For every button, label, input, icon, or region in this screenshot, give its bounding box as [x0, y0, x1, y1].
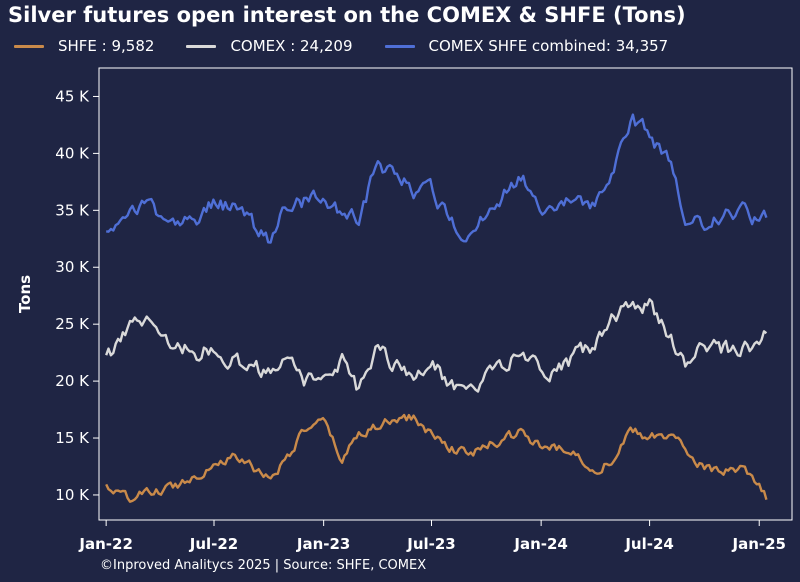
x-axis: Jan-22 Jul-22 Jan-23 Jul-23 Jan-24 Jul-24 Jan-…	[78, 520, 786, 553]
y-tick-label: 30 K	[55, 258, 90, 276]
legend-swatch-comex	[186, 44, 217, 48]
chart-title: Silver futures open interest on the COME…	[8, 3, 686, 27]
legend: SHFE : 9,582 COMEX : 24,209 COMEX SHFE c…	[14, 36, 700, 56]
legend-item-comex: COMEX : 24,209	[186, 37, 353, 55]
y-tick-label: 10 K	[55, 486, 90, 504]
x-tick-label: Jan-25	[731, 535, 785, 553]
y-tick-label: 35 K	[55, 201, 90, 219]
y-axis: 10 K 15 K 20 K 25 K 30 K 35 K 40 K 45 K	[55, 87, 99, 504]
y-axis-label: Tons	[16, 275, 34, 313]
legend-item-combined: COMEX SHFE combined: 34,357	[384, 37, 669, 55]
x-tick-label: Jul-24	[624, 535, 674, 553]
y-tick-label: 25 K	[55, 315, 90, 333]
legend-swatch-shfe	[14, 44, 44, 48]
y-tick-label: 45 K	[55, 87, 90, 105]
series-layer	[105, 113, 768, 503]
x-tick-label: Jul-22	[189, 535, 239, 553]
x-tick-label: Jan-23	[296, 535, 350, 553]
series-line-shfe	[105, 413, 768, 503]
series-line-comex	[105, 298, 768, 393]
legend-swatch-combined	[384, 44, 415, 48]
y-tick-label: 20 K	[55, 372, 90, 390]
plot-frame	[98, 67, 793, 521]
x-tick-label: Jan-24	[513, 535, 567, 553]
legend-label-combined: COMEX SHFE combined: 34,357	[428, 37, 669, 55]
series-line-comex-shfe-combined	[105, 113, 768, 244]
source-footer: ©Inproved Analitycs 2025 | Source: SHFE,…	[100, 558, 427, 573]
legend-item-shfe: SHFE : 9,582	[14, 37, 154, 55]
y-tick-label: 15 K	[55, 429, 90, 447]
y-tick-label: 40 K	[55, 144, 90, 162]
legend-label-comex: COMEX : 24,209	[230, 37, 353, 55]
legend-label-shfe: SHFE : 9,582	[58, 37, 155, 55]
x-tick-label: Jul-23	[406, 535, 456, 553]
x-tick-label: Jan-22	[78, 535, 132, 553]
